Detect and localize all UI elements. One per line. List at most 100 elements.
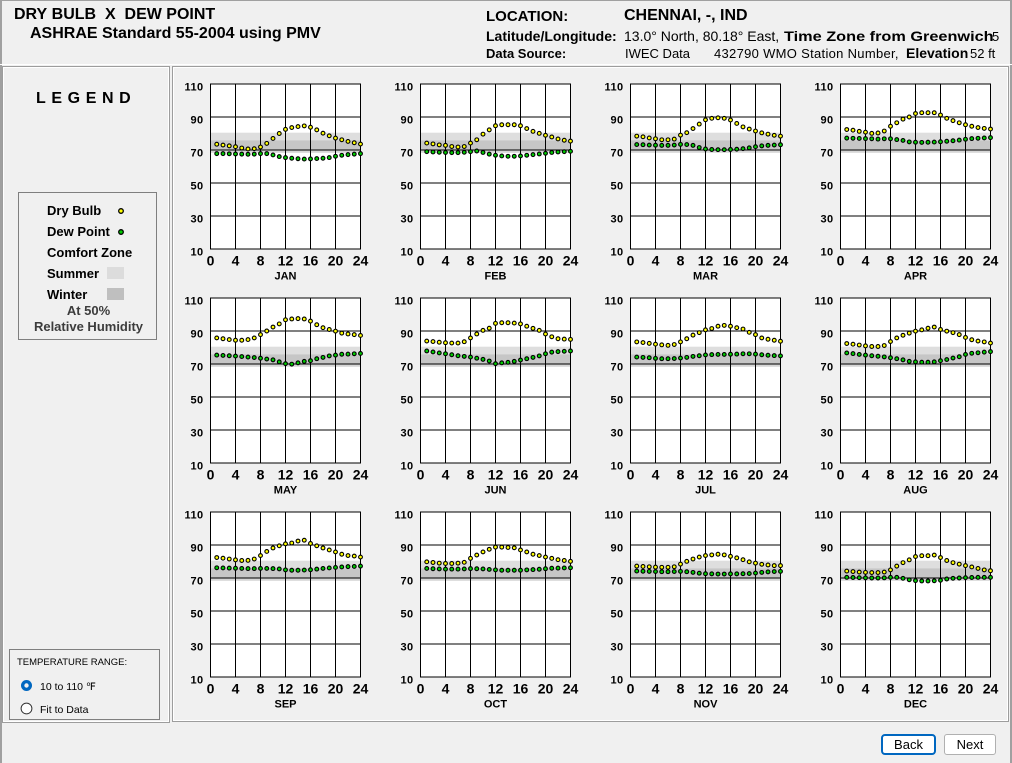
svg-text:0: 0: [417, 253, 425, 269]
svg-text:110: 110: [815, 296, 834, 308]
svg-text:16: 16: [723, 253, 739, 269]
svg-text:24: 24: [773, 253, 789, 269]
svg-text:10: 10: [820, 247, 833, 259]
svg-text:APR: APR: [904, 271, 927, 283]
svg-text:16: 16: [723, 681, 739, 697]
svg-text:8: 8: [677, 467, 685, 483]
svg-text:24: 24: [983, 467, 999, 483]
svg-text:30: 30: [820, 214, 833, 226]
svg-text:70: 70: [400, 362, 413, 374]
svg-text:110: 110: [815, 82, 834, 94]
svg-text:20: 20: [538, 681, 554, 697]
svg-text:20: 20: [958, 253, 974, 269]
svg-text:MAY: MAY: [274, 485, 298, 497]
svg-text:20: 20: [538, 253, 554, 269]
svg-text:12: 12: [698, 467, 714, 483]
svg-text:30: 30: [400, 214, 413, 226]
svg-text:0: 0: [207, 467, 215, 483]
svg-text:110: 110: [395, 296, 414, 308]
svg-text:30: 30: [610, 214, 623, 226]
svg-text:16: 16: [513, 253, 529, 269]
svg-text:20: 20: [328, 253, 344, 269]
svg-text:50: 50: [190, 395, 203, 407]
svg-text:90: 90: [820, 543, 833, 555]
svg-text:50: 50: [610, 609, 623, 621]
svg-text:24: 24: [563, 467, 579, 483]
svg-text:16: 16: [303, 253, 319, 269]
svg-text:4: 4: [442, 253, 450, 269]
svg-text:110: 110: [395, 510, 414, 522]
svg-text:16: 16: [933, 253, 949, 269]
svg-text:90: 90: [820, 115, 833, 127]
svg-text:20: 20: [958, 467, 974, 483]
svg-text:70: 70: [400, 148, 413, 160]
svg-text:50: 50: [400, 609, 413, 621]
svg-text:10: 10: [610, 247, 623, 259]
svg-text:20: 20: [328, 467, 344, 483]
svg-text:12: 12: [908, 467, 924, 483]
svg-text:8: 8: [257, 253, 265, 269]
svg-text:0: 0: [837, 681, 845, 697]
svg-text:50: 50: [820, 181, 833, 193]
svg-text:10: 10: [820, 461, 833, 473]
svg-text:10: 10: [400, 461, 413, 473]
svg-text:90: 90: [400, 543, 413, 555]
svg-text:30: 30: [610, 428, 623, 440]
svg-text:20: 20: [748, 681, 764, 697]
svg-text:16: 16: [303, 467, 319, 483]
svg-text:20: 20: [328, 681, 344, 697]
svg-text:50: 50: [610, 395, 623, 407]
svg-text:8: 8: [467, 253, 475, 269]
svg-text:0: 0: [837, 467, 845, 483]
svg-text:70: 70: [190, 362, 203, 374]
svg-text:8: 8: [887, 467, 895, 483]
svg-text:70: 70: [610, 576, 623, 588]
svg-text:10: 10: [610, 675, 623, 687]
svg-text:8: 8: [887, 253, 895, 269]
svg-text:12: 12: [488, 681, 504, 697]
svg-text:4: 4: [862, 253, 870, 269]
svg-text:16: 16: [513, 467, 529, 483]
svg-text:30: 30: [190, 214, 203, 226]
svg-text:70: 70: [820, 362, 833, 374]
svg-text:110: 110: [185, 82, 204, 94]
svg-text:4: 4: [442, 681, 450, 697]
svg-text:12: 12: [698, 681, 714, 697]
svg-text:90: 90: [400, 115, 413, 127]
svg-text:DEC: DEC: [904, 699, 927, 711]
svg-text:50: 50: [400, 395, 413, 407]
svg-text:110: 110: [185, 510, 204, 522]
svg-text:8: 8: [677, 681, 685, 697]
svg-text:MAR: MAR: [693, 271, 718, 283]
svg-text:0: 0: [837, 253, 845, 269]
svg-text:70: 70: [190, 576, 203, 588]
svg-text:JAN: JAN: [274, 271, 296, 283]
svg-text:10: 10: [190, 675, 203, 687]
svg-text:16: 16: [513, 681, 529, 697]
svg-text:50: 50: [190, 181, 203, 193]
svg-text:4: 4: [862, 467, 870, 483]
svg-text:110: 110: [815, 510, 834, 522]
svg-text:12: 12: [488, 467, 504, 483]
svg-text:30: 30: [400, 428, 413, 440]
svg-text:4: 4: [652, 681, 660, 697]
svg-text:8: 8: [467, 467, 475, 483]
svg-text:110: 110: [605, 510, 624, 522]
svg-text:8: 8: [677, 253, 685, 269]
svg-text:16: 16: [933, 681, 949, 697]
svg-text:24: 24: [353, 681, 369, 697]
svg-text:JUL: JUL: [695, 485, 716, 497]
svg-text:16: 16: [303, 681, 319, 697]
svg-text:4: 4: [232, 467, 240, 483]
svg-text:70: 70: [820, 148, 833, 160]
svg-text:24: 24: [773, 681, 789, 697]
svg-text:20: 20: [958, 681, 974, 697]
svg-text:70: 70: [610, 148, 623, 160]
svg-text:30: 30: [400, 642, 413, 654]
svg-text:24: 24: [773, 467, 789, 483]
svg-text:OCT: OCT: [484, 699, 508, 711]
svg-text:70: 70: [190, 148, 203, 160]
svg-text:12: 12: [908, 253, 924, 269]
svg-text:90: 90: [190, 543, 203, 555]
svg-text:30: 30: [190, 428, 203, 440]
